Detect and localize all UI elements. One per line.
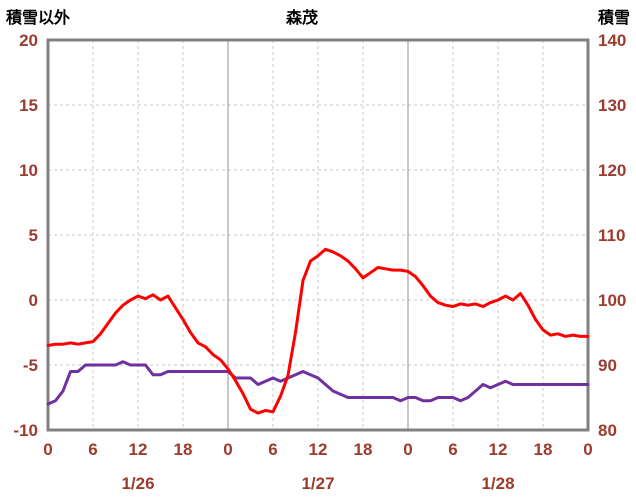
x-axis-tick-label: 12 (129, 440, 148, 459)
right-axis-title: 積雪 (597, 10, 630, 27)
plot-border (46, 38, 590, 432)
x-axis-tick-label: 18 (354, 440, 373, 459)
date-label: 1/28 (481, 474, 514, 493)
chart-title: 森茂 (285, 10, 318, 27)
left-axis-tick-label: 0 (29, 291, 38, 310)
x-axis-tick-label: 18 (174, 440, 193, 459)
left-axis-tick-label: 10 (19, 161, 38, 180)
x-axis-tick-label: 12 (489, 440, 508, 459)
date-label: 1/26 (121, 474, 154, 493)
left-axis-tick-label: -5 (23, 356, 38, 375)
right-axis-tick-label: 130 (598, 96, 626, 115)
right-axis-tick-label: 90 (598, 356, 617, 375)
sekisetsu-igai-series-line (46, 247, 590, 415)
left-axis-tick-label: 15 (19, 96, 38, 115)
x-axis-tick-label: 6 (88, 440, 97, 459)
x-axis-tick-label: 6 (268, 440, 277, 459)
sekisetsu-series-line (46, 360, 590, 406)
right-axis-tick-label: 100 (598, 291, 626, 310)
left-axis-title: 積雪以外 (6, 10, 71, 27)
x-axis-tick-label: 0 (43, 440, 52, 459)
left-axis-tick-label: -10 (13, 421, 38, 440)
date-label: 1/27 (301, 474, 334, 493)
x-axis-tick-label: 6 (448, 440, 457, 459)
right-axis-tick-label: 140 (598, 31, 626, 50)
left-axis-tick-label: 20 (19, 31, 38, 50)
x-axis-tick-label: 0 (583, 440, 592, 459)
x-axis-tick-label: 0 (403, 440, 412, 459)
right-axis-tick-label: 80 (598, 421, 617, 440)
x-axis-tick-label: 12 (309, 440, 328, 459)
left-axis-tick-label: 5 (29, 226, 38, 245)
x-axis-tick-label: 18 (534, 440, 553, 459)
right-axis-tick-label: 110 (598, 226, 625, 245)
right-axis-tick-label: 120 (598, 161, 626, 180)
x-axis-tick-label: 0 (223, 440, 232, 459)
